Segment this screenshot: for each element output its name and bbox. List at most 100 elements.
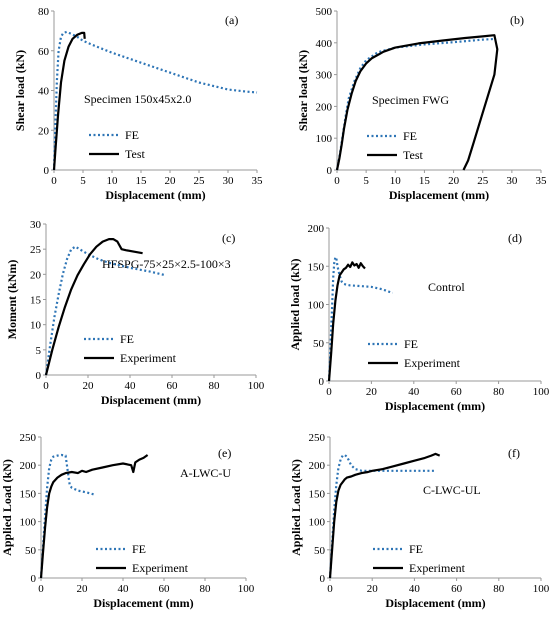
series-line-experiment bbox=[328, 452, 441, 579]
y-axis-label: Moment (kNm) bbox=[5, 260, 19, 340]
x-tick-label: 15 bbox=[136, 175, 148, 187]
y-tick-label: 100 bbox=[308, 300, 325, 312]
legend-label: Experiment bbox=[409, 561, 466, 575]
legend-label: FE bbox=[409, 542, 423, 556]
panel-label: (b) bbox=[510, 13, 524, 27]
x-tick-label: 40 bbox=[118, 583, 130, 595]
specimen-annotation: A-LWC-U bbox=[180, 466, 231, 480]
x-tick-label: 20 bbox=[165, 175, 177, 187]
y-tick-label: 80 bbox=[38, 6, 50, 18]
x-axis-label: Displacement (mm) bbox=[101, 393, 201, 407]
chart-panel-f: 0 50 100 150 200 250 0 20 40 60 80 100 Displacement … bbox=[289, 432, 550, 610]
panel-label: (d) bbox=[508, 231, 522, 245]
x-tick-label: 80 bbox=[493, 583, 505, 595]
series-line-fe bbox=[44, 245, 166, 376]
specimen-annotation: Control bbox=[428, 280, 465, 294]
x-tick-label: 35 bbox=[252, 175, 264, 187]
y-tick-label: 300 bbox=[316, 70, 333, 82]
specimen-annotation: C-LWC-UL bbox=[423, 483, 481, 497]
x-tick-label: 0 bbox=[326, 386, 332, 398]
x-tick-label: 5 bbox=[80, 175, 86, 187]
series-line-fe bbox=[39, 453, 95, 579]
panel-label: (a) bbox=[225, 13, 238, 27]
x-tick-label: 100 bbox=[238, 583, 255, 595]
x-tick-label: 5 bbox=[363, 175, 369, 187]
x-axis-label: Displacement (mm) bbox=[385, 399, 485, 413]
x-axis-label: Displacement (mm) bbox=[105, 188, 205, 202]
series-line-experiment bbox=[327, 261, 366, 382]
x-axis-label: Displacement (mm) bbox=[93, 596, 193, 610]
x-tick-label: 30 bbox=[506, 175, 518, 187]
y-tick-label: 100 bbox=[309, 517, 326, 529]
panel-label: (e) bbox=[218, 446, 231, 460]
y-axis-label: Applied Load (kN) bbox=[289, 459, 303, 556]
legend-label: FE bbox=[403, 129, 417, 143]
y-tick-label: 0 bbox=[319, 376, 325, 388]
series-line-experiment bbox=[44, 238, 143, 376]
series-line-fe bbox=[335, 37, 495, 171]
x-tick-label: 0 bbox=[334, 175, 340, 187]
x-tick-label: 20 bbox=[448, 175, 460, 187]
y-tick-label: 0 bbox=[320, 573, 326, 585]
legend-label: Test bbox=[403, 148, 423, 162]
y-tick-label: 60 bbox=[38, 46, 50, 58]
y-tick-label: 200 bbox=[20, 460, 37, 472]
y-tick-label: 15 bbox=[30, 295, 42, 307]
y-tick-label: 200 bbox=[309, 460, 326, 472]
x-tick-label: 60 bbox=[451, 583, 463, 595]
y-tick-label: 50 bbox=[25, 545, 37, 557]
y-tick-label: 150 bbox=[20, 488, 37, 500]
x-tick-label: 10 bbox=[107, 175, 119, 187]
y-tick-label: 0 bbox=[31, 573, 37, 585]
y-tick-label: 500 bbox=[316, 6, 333, 18]
x-tick-label: 100 bbox=[533, 386, 550, 398]
y-tick-label: 150 bbox=[308, 261, 325, 273]
x-tick-label: 60 bbox=[159, 583, 171, 595]
y-tick-label: 250 bbox=[309, 432, 326, 444]
y-tick-label: 400 bbox=[316, 38, 333, 50]
y-tick-label: 0 bbox=[36, 370, 42, 382]
series-line-test bbox=[335, 34, 499, 171]
y-tick-label: 40 bbox=[38, 86, 50, 98]
x-tick-label: 0 bbox=[51, 175, 57, 187]
y-tick-label: 250 bbox=[20, 432, 37, 444]
specimen-annotation: Specimen 150x45x2.0 bbox=[84, 92, 191, 106]
x-tick-label: 0 bbox=[43, 380, 49, 392]
y-tick-label: 5 bbox=[36, 345, 42, 357]
y-tick-label: 150 bbox=[309, 488, 326, 500]
chart-panel-d: 0 50 100 150 200 0 20 40 60 80 100 Displacement (mm… bbox=[288, 223, 550, 413]
y-tick-label: 20 bbox=[30, 269, 42, 281]
series-line-fe bbox=[328, 453, 436, 579]
x-tick-label: 0 bbox=[38, 583, 44, 595]
x-tick-label: 80 bbox=[200, 583, 212, 595]
y-tick-label: 100 bbox=[316, 133, 333, 145]
x-tick-label: 100 bbox=[533, 583, 550, 595]
specimen-annotation: Specimen FWG bbox=[372, 93, 449, 107]
x-tick-label: 20 bbox=[83, 380, 95, 392]
y-tick-label: 0 bbox=[44, 165, 50, 177]
x-tick-label: 100 bbox=[248, 380, 265, 392]
y-axis-label: Shear load (kN) bbox=[296, 50, 310, 131]
series-line-test bbox=[52, 31, 86, 171]
y-tick-label: 20 bbox=[38, 125, 50, 137]
y-tick-label: 0 bbox=[327, 165, 333, 177]
legend-label: FE bbox=[404, 337, 418, 351]
y-tick-label: 10 bbox=[30, 320, 42, 332]
x-tick-label: 0 bbox=[327, 583, 333, 595]
chart-panel-b: 0 100 200 300 400 500 0 5 10 15 20 25 30 35 Displaceme… bbox=[296, 6, 547, 202]
legend-label: Experiment bbox=[132, 561, 189, 575]
x-tick-label: 40 bbox=[125, 380, 137, 392]
x-tick-label: 20 bbox=[366, 386, 378, 398]
x-tick-label: 80 bbox=[209, 380, 221, 392]
x-tick-label: 60 bbox=[451, 386, 463, 398]
x-tick-label: 20 bbox=[77, 583, 89, 595]
series-line-experiment bbox=[39, 454, 149, 579]
x-tick-label: 40 bbox=[408, 386, 420, 398]
legend-label: Experiment bbox=[404, 356, 461, 370]
y-tick-label: 50 bbox=[313, 338, 325, 350]
legend-label: FE bbox=[132, 542, 146, 556]
x-tick-label: 25 bbox=[477, 175, 489, 187]
specimen-annotation: HFSPG-75×25×2.5-100×3 bbox=[102, 257, 231, 271]
x-tick-label: 80 bbox=[493, 386, 505, 398]
